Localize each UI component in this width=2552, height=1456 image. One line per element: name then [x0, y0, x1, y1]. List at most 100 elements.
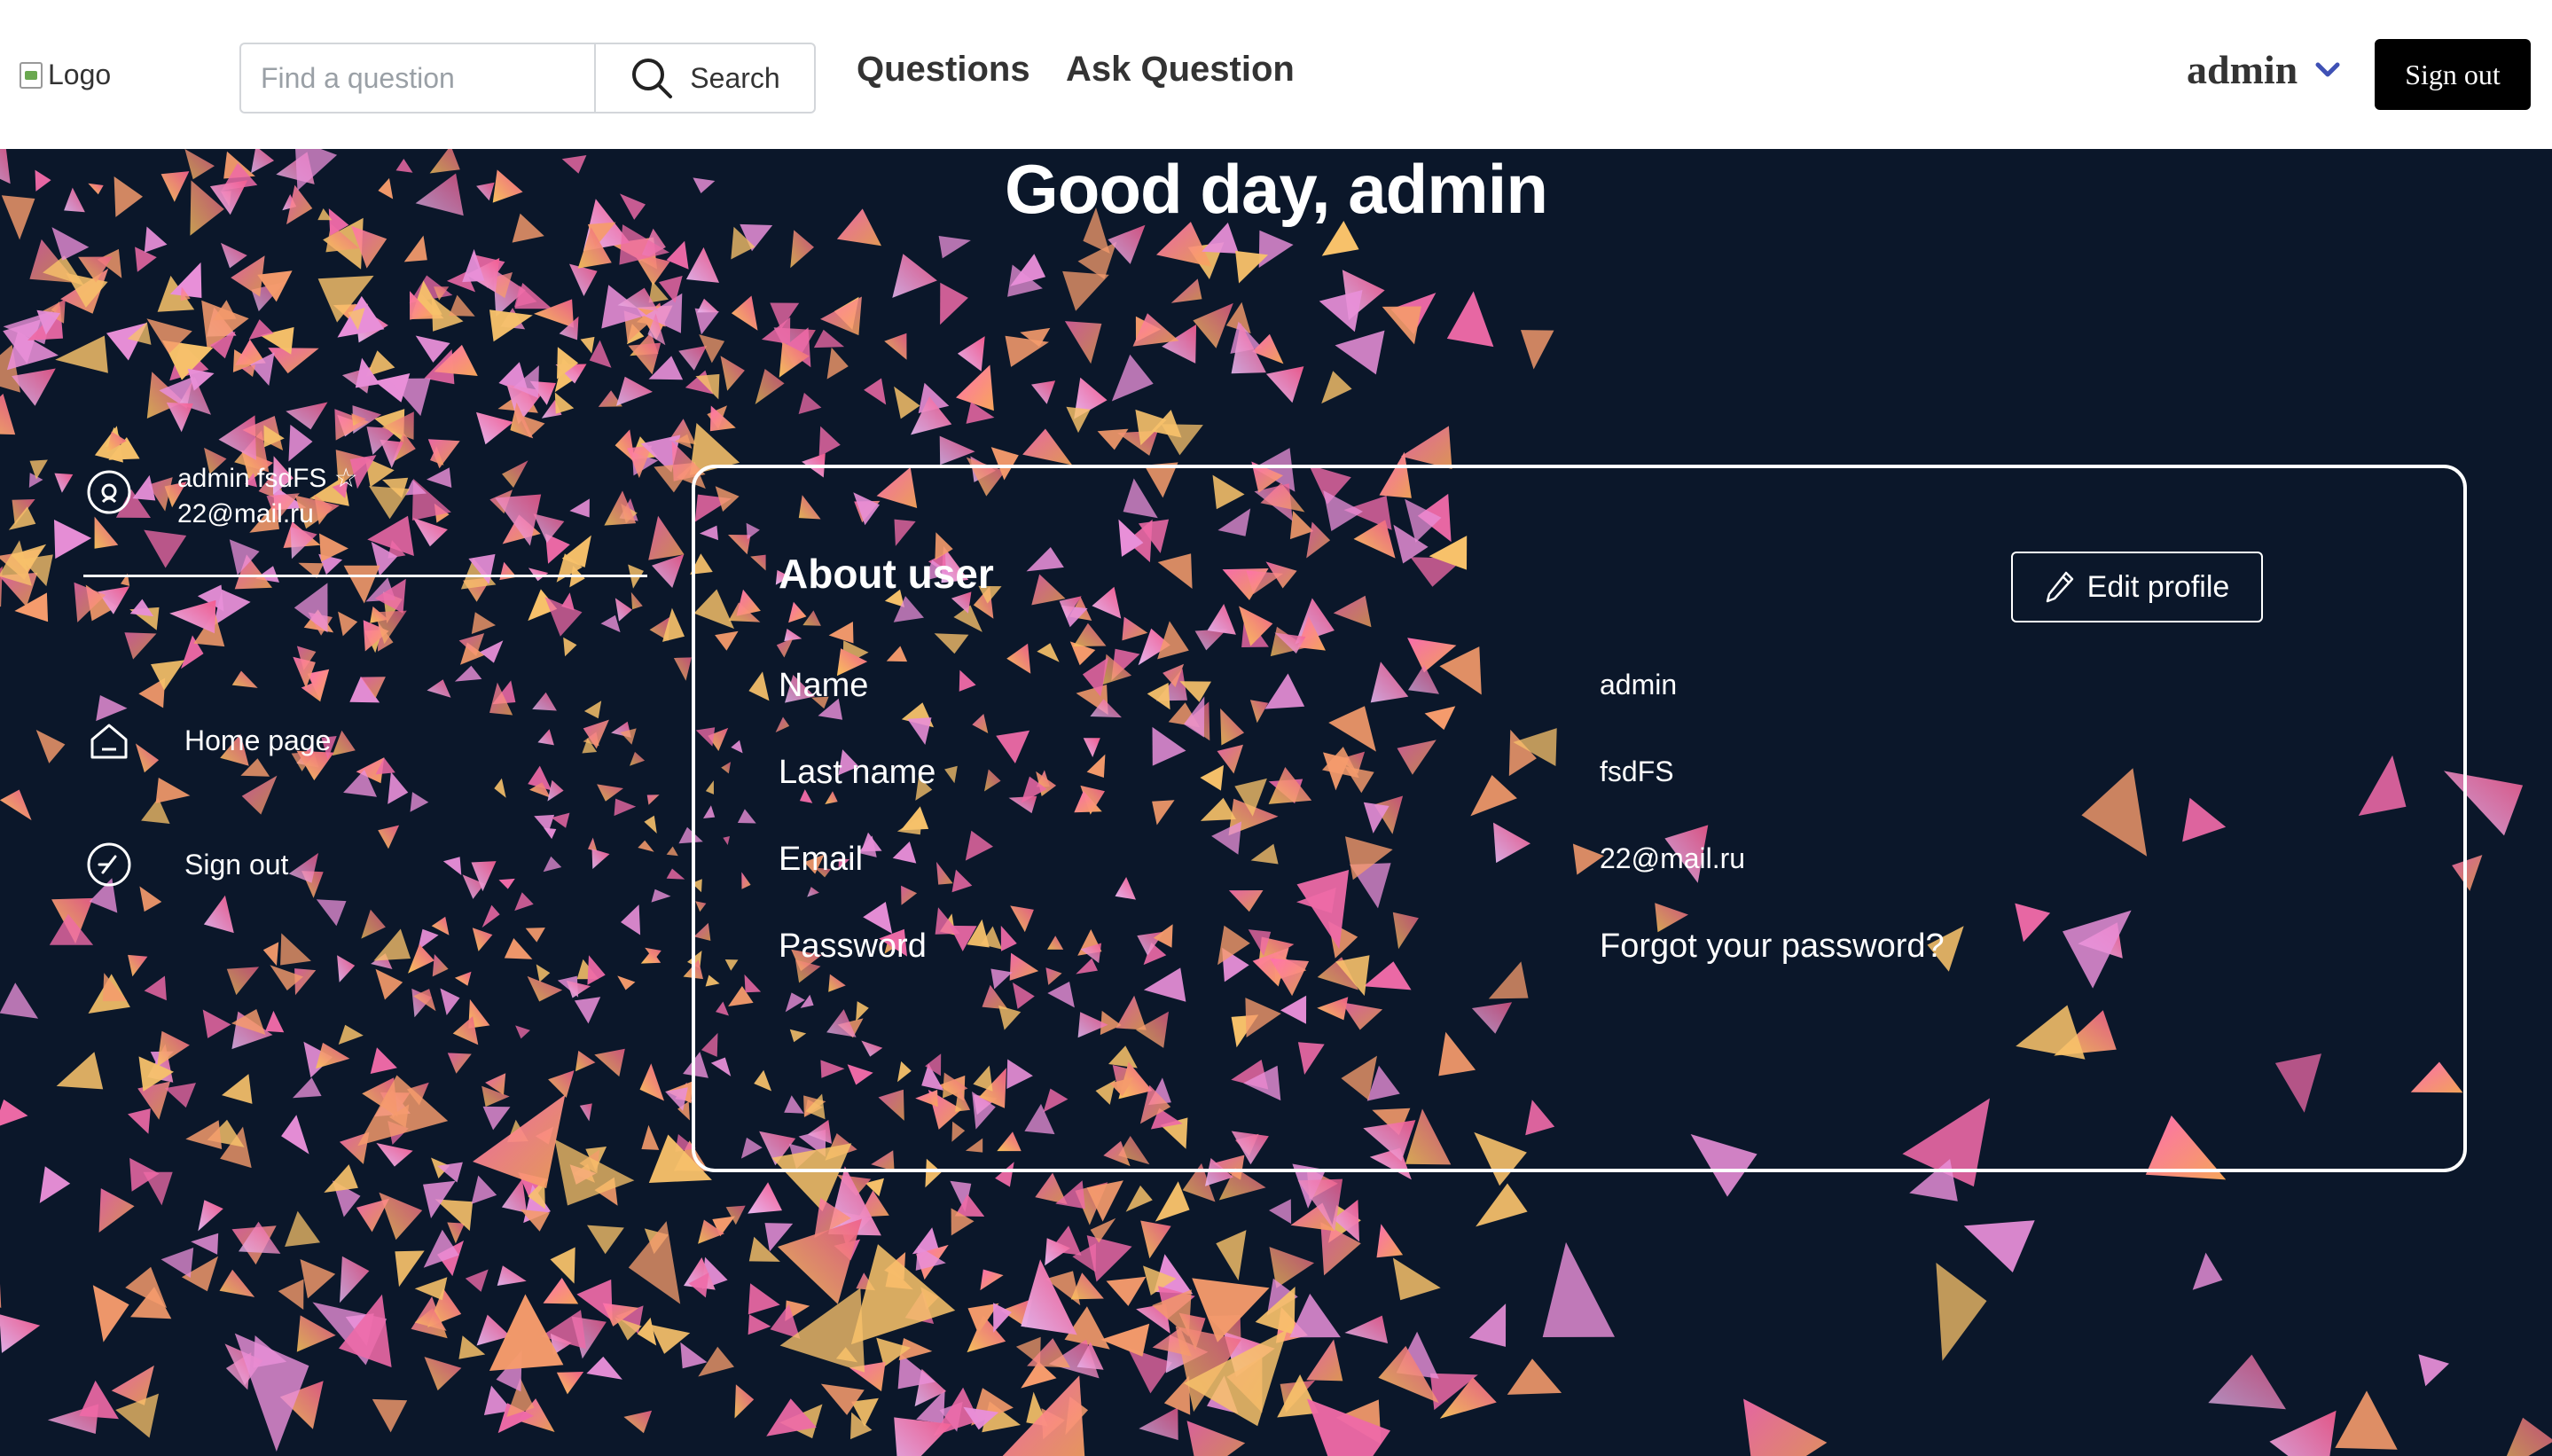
- confetti-piece: [1123, 478, 1158, 519]
- confetti-piece: [427, 439, 460, 469]
- confetti-piece: [982, 984, 1008, 1010]
- confetti-piece: [128, 954, 148, 977]
- confetti-piece: [78, 256, 113, 283]
- confetti-piece: [537, 729, 554, 746]
- confetti-piece: [1306, 521, 1331, 559]
- confetti-piece: [892, 842, 917, 864]
- confetti-piece: [1080, 785, 1105, 815]
- confetti-piece: [993, 1303, 1012, 1333]
- confetti-piece: [1363, 1120, 1416, 1162]
- confetti-piece: [410, 291, 433, 320]
- confetti-piece: [51, 227, 90, 261]
- confetti-piece: [574, 997, 601, 1024]
- confetti-piece: [616, 376, 653, 406]
- confetti-piece: [1231, 1131, 1269, 1165]
- confetti-piece: [462, 248, 485, 283]
- confetti-piece: [497, 1403, 534, 1434]
- confetti-piece: [810, 696, 829, 709]
- confetti-piece: [471, 861, 497, 892]
- confetti-piece: [1072, 1243, 1096, 1272]
- confetti-piece: [462, 874, 485, 899]
- confetti-piece: [820, 296, 862, 336]
- confetti-piece: [785, 992, 805, 1013]
- confetti-piece: [740, 223, 773, 252]
- confetti-piece: [1252, 947, 1289, 987]
- nav-questions-link[interactable]: Questions: [857, 50, 1030, 89]
- home-icon: [90, 724, 128, 759]
- confetti-piece: [725, 1205, 746, 1225]
- edit-profile-button[interactable]: Edit profile: [2011, 552, 2263, 622]
- search-button[interactable]: Search: [594, 43, 816, 114]
- confetti-piece: [476, 1314, 511, 1346]
- confetti-piece: [415, 173, 464, 216]
- confetti-piece: [1339, 751, 1366, 774]
- confetti-piece: [218, 415, 256, 460]
- confetti-piece: [1212, 474, 1245, 510]
- confetti-piece: [851, 1397, 879, 1427]
- confetti-piece: [561, 155, 587, 174]
- confetti-piece: [203, 895, 234, 934]
- confetti-piece: [452, 1016, 479, 1045]
- confetti-piece: [826, 347, 849, 380]
- confetti-piece: [1407, 638, 1457, 673]
- confetti-piece: [569, 263, 598, 296]
- confetti-piece: [813, 329, 845, 348]
- confetti-piece: [413, 989, 436, 1012]
- confetti-piece: [378, 177, 394, 200]
- confetti-piece: [0, 789, 32, 821]
- field-label-password: Password: [779, 928, 927, 965]
- confetti-piece: [1239, 606, 1273, 646]
- confetti-piece: [1095, 1080, 1116, 1105]
- confetti-piece: [369, 486, 411, 520]
- confetti-piece: [2063, 910, 2132, 989]
- confetti-piece: [876, 466, 918, 508]
- forgot-password-link[interactable]: Forgot your password?: [1600, 928, 1945, 965]
- confetti-piece: [1379, 451, 1412, 498]
- sidebar-item-sign-out[interactable]: Sign out: [85, 841, 288, 888]
- confetti-piece: [566, 980, 591, 998]
- sidebar-divider: [83, 575, 647, 577]
- logo[interactable]: Logo: [20, 59, 111, 91]
- confetti-piece: [1217, 925, 1250, 966]
- sidebar-user-name: admin fsdFS ☆: [177, 464, 358, 493]
- confetti-piece: [272, 456, 294, 495]
- confetti-piece: [0, 540, 32, 586]
- confetti-piece: [1258, 230, 1294, 268]
- confetti-piece: [1097, 428, 1129, 450]
- sidebar-item-home[interactable]: Home page: [85, 716, 331, 764]
- confetti-piece: [1108, 1045, 1138, 1069]
- confetti-piece: [288, 424, 313, 462]
- confetti-piece: [190, 180, 224, 236]
- confetti-piece: [501, 1178, 528, 1213]
- nav-ask-question-link[interactable]: Ask Question: [1066, 50, 1295, 89]
- confetti-piece: [510, 402, 534, 439]
- confetti-piece: [1392, 1257, 1441, 1301]
- header-sign-out-button[interactable]: Sign out: [2375, 39, 2531, 110]
- confetti-piece: [1074, 791, 1102, 813]
- confetti-piece: [951, 591, 972, 614]
- confetti-piece: [348, 308, 365, 331]
- confetti-piece: [1296, 870, 1350, 950]
- confetti-piece: [746, 522, 760, 540]
- field-value-email: 22@mail.ru: [1600, 842, 1746, 874]
- confetti-piece: [695, 901, 707, 912]
- confetti-piece: [708, 727, 729, 751]
- confetti-piece: [1508, 729, 1537, 777]
- confetti-piece: [959, 669, 976, 692]
- confetti-piece: [807, 887, 819, 897]
- confetti-piece: [231, 670, 258, 688]
- confetti-piece: [534, 299, 574, 328]
- confetti-piece: [814, 1198, 851, 1239]
- confetti-piece: [1429, 1373, 1478, 1411]
- confetti-piece: [1106, 1276, 1147, 1306]
- confetti-piece: [716, 1001, 729, 1016]
- confetti-piece: [1179, 681, 1211, 702]
- confetti-piece: [1122, 616, 1148, 641]
- confetti-piece: [785, 675, 816, 703]
- confetti-piece: [293, 1077, 322, 1099]
- confetti-piece: [648, 280, 669, 303]
- confetti-piece: [1270, 958, 1310, 997]
- confetti-piece: [43, 299, 66, 324]
- search-input[interactable]: [239, 43, 594, 114]
- user-dropdown[interactable]: admin: [2187, 46, 2340, 93]
